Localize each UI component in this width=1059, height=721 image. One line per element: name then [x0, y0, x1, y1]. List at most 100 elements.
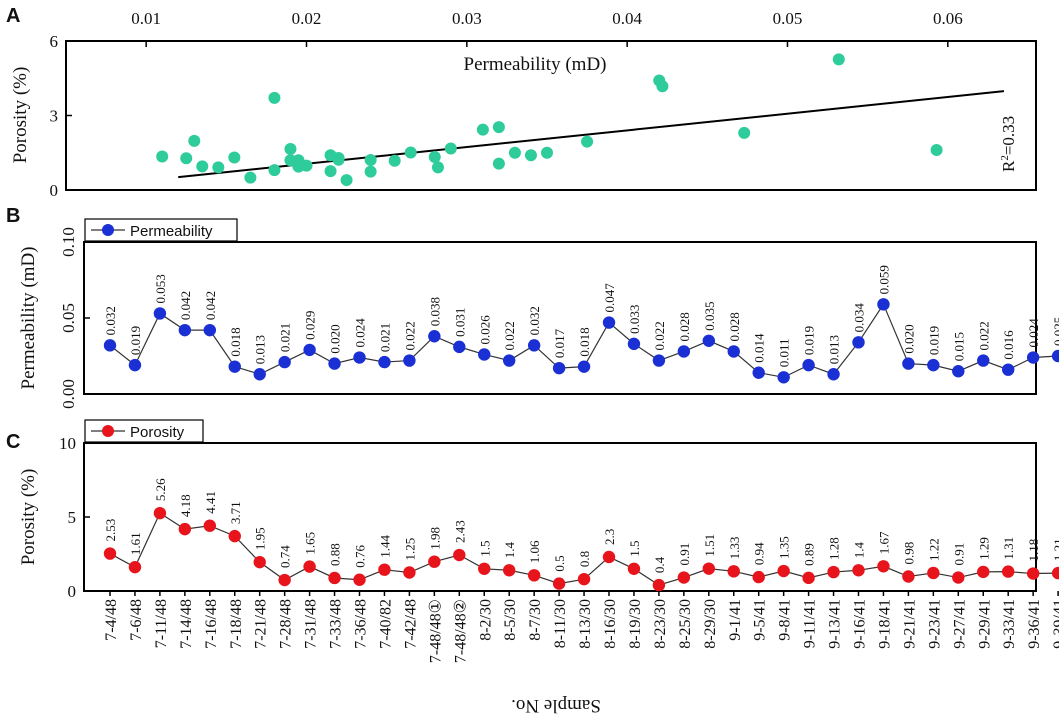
permeability-data-label: 0.038 [427, 297, 442, 326]
scatter-point [404, 146, 417, 159]
porosity-data-label: 1.22 [926, 538, 941, 561]
porosity-point [503, 564, 516, 577]
permeability-y-axis: 0.00 0.05 0.10 [59, 227, 90, 409]
permeability-data-label: 0.053 [153, 274, 168, 303]
porosity-point [652, 578, 666, 592]
permeability-point [128, 358, 142, 372]
porosity-data-label: 0.8 [577, 551, 592, 567]
scatter-point [228, 151, 241, 164]
sample-tick-label: 7-48/48② [452, 599, 469, 663]
porosity-data-label: 0.98 [901, 542, 916, 565]
porosity-data-label: 1.29 [976, 537, 991, 560]
permeability-data-label: 0.033 [627, 305, 642, 334]
panel-b: B Permeability 0.00 0.05 0.10 Permeability… [6, 205, 1059, 409]
sample-tick-label: 7-14/48 [178, 599, 195, 649]
permeability-point [627, 337, 641, 351]
scatter-x-axis-label: Permeability (mD) [464, 54, 607, 75]
x-tick-label: 0.02 [292, 9, 322, 28]
porosity-data-label: 1.28 [827, 537, 842, 560]
porosity-data-label: 1.95 [253, 527, 268, 550]
permeability-point [552, 361, 566, 375]
sample-tick-label: 7-48/48① [427, 599, 444, 663]
permeability-data-label: 0.029 [303, 311, 318, 340]
x-tick-label: 0.06 [933, 9, 963, 28]
permeability-point [777, 371, 790, 384]
porosity-data-label: 1.4 [502, 542, 517, 559]
scatter-points [156, 53, 943, 187]
permeability-point [403, 354, 416, 367]
permeability-data-label: 0.019 [802, 326, 817, 355]
permeability-data-label: 0.034 [852, 303, 867, 333]
porosity-point [178, 522, 192, 536]
porosity-point [153, 506, 167, 520]
permeability-point [977, 354, 990, 367]
sample-tick-label: 9-8/41 [777, 599, 794, 641]
porosity-data-label: 1.18 [1026, 539, 1041, 562]
permeability-point [1051, 349, 1059, 363]
porosity-y-axis: 0 5 10 [59, 434, 90, 601]
sample-tick-label: 9-16/41 [852, 599, 869, 649]
permeability-point [877, 298, 890, 311]
scatter-point [431, 161, 444, 174]
sample-tick-label: 7-21/48 [253, 599, 270, 649]
permeability-point [1026, 351, 1040, 364]
x-tick-label: 0.04 [612, 9, 642, 28]
sample-tick-label: 8-25/30 [677, 599, 694, 649]
porosity-legend-label: Porosity [130, 424, 185, 441]
permeability-y-axis-label: Permeability (mD) [18, 247, 39, 390]
sample-tick-label: 8-2/30 [477, 599, 494, 641]
permeability-data-label: 0.026 [477, 315, 492, 345]
permeability-data-label: 0.032 [103, 306, 118, 335]
porosity-data-label: 0.94 [752, 542, 767, 565]
sample-tick-label: 7-11/48 [153, 599, 170, 648]
sample-tick-label: 8-23/30 [652, 599, 669, 649]
permeability-point [478, 348, 491, 361]
porosity-point [702, 562, 715, 575]
y-tick-label: 0.05 [59, 303, 78, 333]
porosity-point [827, 565, 840, 579]
permeability-point [652, 354, 666, 367]
scatter-point [324, 165, 337, 178]
permeability-series: 0.032 0.019 0.053 0.042 0.042 0.018 0.013 0.021… [103, 265, 1059, 384]
porosity-data-label: 1.5 [477, 541, 492, 557]
permeability-point [902, 357, 915, 370]
scatter-point [364, 153, 377, 166]
scatter-point [428, 150, 441, 163]
porosity-data-label: 1.5 [627, 541, 642, 557]
permeability-data-label: 0.019 [926, 326, 941, 355]
permeability-point [153, 307, 167, 320]
porosity-point [952, 571, 965, 584]
porosity-point [577, 572, 591, 586]
scatter-point [212, 161, 225, 174]
permeability-data-label: 0.022 [402, 321, 417, 350]
permeability-point [278, 355, 291, 369]
permeability-data-label: 0.020 [328, 324, 343, 353]
scatter-point [656, 80, 669, 93]
porosity-data-label: 5.26 [153, 478, 168, 501]
permeability-data-label: 0.018 [228, 327, 243, 356]
sample-x-axis: 7-4/48 7-6/48 7-11/48 7-14/48 7-16/48 7-18/48… [103, 591, 1059, 663]
sample-tick-label: 7-18/48 [228, 599, 245, 649]
sample-tick-label: 7-16/48 [203, 599, 220, 649]
sample-tick-label: 8-29/30 [702, 599, 719, 649]
porosity-data-label: 0.91 [951, 543, 966, 566]
sample-tick-label: 7-42/48 [402, 599, 419, 649]
y-tick-label: 10 [59, 434, 76, 453]
permeability-point [503, 354, 516, 367]
permeability-point [1002, 363, 1015, 376]
scatter-y-axis-label: Porosity (%) [10, 67, 31, 164]
y-tick-label: 3 [50, 107, 59, 126]
sample-tick-label: 7-6/48 [128, 599, 145, 641]
permeability-point [702, 334, 715, 347]
porosity-point [902, 570, 915, 583]
sample-tick-label: 8-5/30 [502, 599, 519, 641]
porosity-data-label: 2.3 [602, 529, 617, 545]
porosity-y-axis-label: Porosity (%) [18, 469, 39, 566]
porosity-data-label: 4.41 [203, 491, 218, 514]
sample-tick-label: 9-1/41 [727, 599, 744, 641]
scatter-point [738, 126, 751, 139]
permeability-data-label: 0.028 [677, 312, 692, 341]
porosity-point [128, 560, 142, 574]
panel-c: C Porosity 0 5 10 Porosity (%) 2.53 1.61 5.2… [6, 419, 1059, 716]
